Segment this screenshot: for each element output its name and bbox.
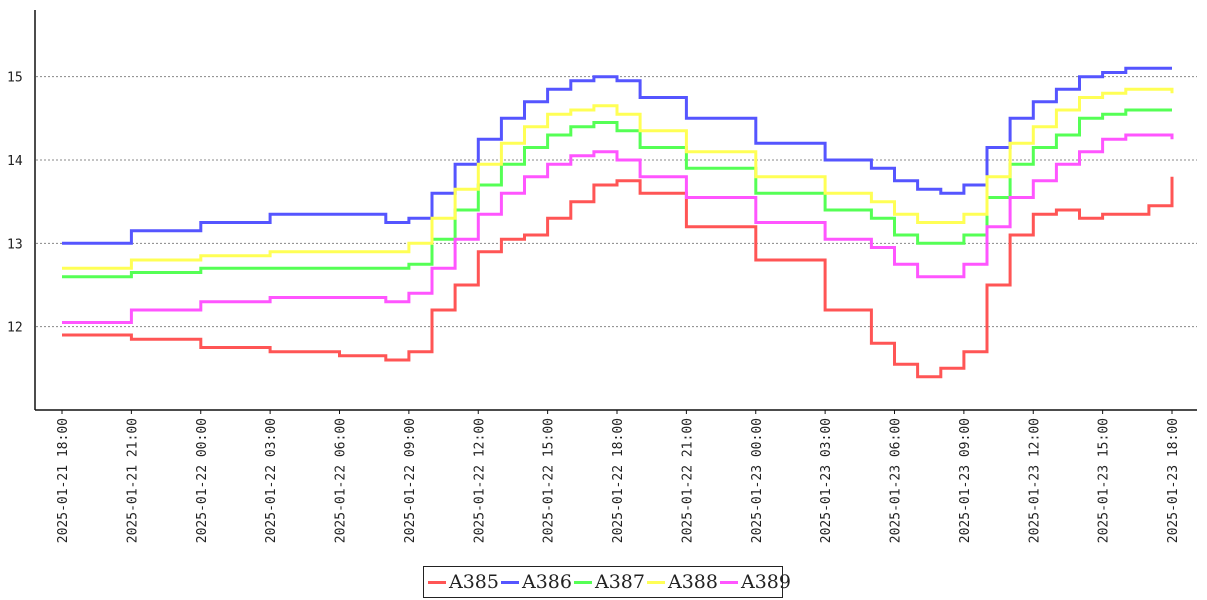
legend-swatch [574, 580, 592, 584]
x-tick-labels: 2025-01-21 18:00 2025-01-21 21:00 2025-01-… [56, 410, 1181, 543]
y-tick-labels: 12 13 14 15 [7, 71, 23, 336]
legend-swatch [720, 580, 738, 584]
legend-swatch [428, 580, 446, 584]
x-tick-label: 2025-01-23 06:00 [889, 418, 904, 543]
legend-item-a386: A386 [501, 571, 572, 593]
x-tick-label: 2025-01-23 12:00 [1027, 418, 1042, 543]
y-tick-label: 12 [7, 321, 23, 336]
y-tick-label: 15 [7, 71, 23, 86]
x-tick-label: 2025-01-22 09:00 [403, 418, 418, 543]
legend-label: A386 [522, 571, 572, 593]
y-tick-label: 13 [7, 237, 23, 252]
series-lines [62, 66, 1174, 379]
legend-item-a388: A388 [647, 571, 718, 593]
x-tick-label: 2025-01-22 18:00 [611, 418, 626, 543]
legend-label: A385 [449, 571, 499, 593]
y-tick-label: 14 [7, 154, 23, 169]
series-line-a387 [62, 108, 1172, 279]
x-tick-label: 2025-01-21 21:00 [125, 418, 140, 543]
x-tick-label: 2025-01-23 03:00 [819, 418, 834, 543]
legend-item-a385: A385 [428, 571, 499, 593]
x-tick-label: 2025-01-22 00:00 [195, 418, 210, 543]
legend-swatch [501, 580, 519, 584]
series-line-a385 [62, 176, 1174, 379]
series-line-a389 [62, 133, 1174, 324]
x-tick-label: 2025-01-23 09:00 [958, 418, 973, 543]
legend-item-a387: A387 [574, 571, 645, 593]
x-tick-label: 2025-01-22 21:00 [680, 418, 695, 543]
axes [34, 10, 1197, 411]
x-tick-label: 2025-01-23 00:00 [750, 418, 765, 543]
x-tick-label: 2025-01-22 15:00 [542, 418, 557, 543]
x-tick-label: 2025-01-21 18:00 [56, 418, 71, 543]
legend-label: A387 [595, 571, 645, 593]
legend-label: A389 [741, 571, 791, 593]
x-tick-label: 2025-01-22 12:00 [472, 418, 487, 543]
legend-swatch [647, 580, 665, 584]
x-tick-label: 2025-01-22 03:00 [264, 418, 279, 543]
x-tick-label: 2025-01-23 15:00 [1097, 418, 1112, 543]
legend-item-a389: A389 [720, 571, 791, 593]
series-line-a388 [62, 87, 1174, 270]
x-tick-label: 2025-01-23 18:00 [1166, 418, 1181, 543]
legend-label: A388 [668, 571, 718, 593]
x-tick-label: 2025-01-22 06:00 [334, 418, 349, 543]
chart-legend: A385 A386 A387 A388 A389 [423, 566, 791, 598]
series-line-a386 [62, 66, 1172, 245]
